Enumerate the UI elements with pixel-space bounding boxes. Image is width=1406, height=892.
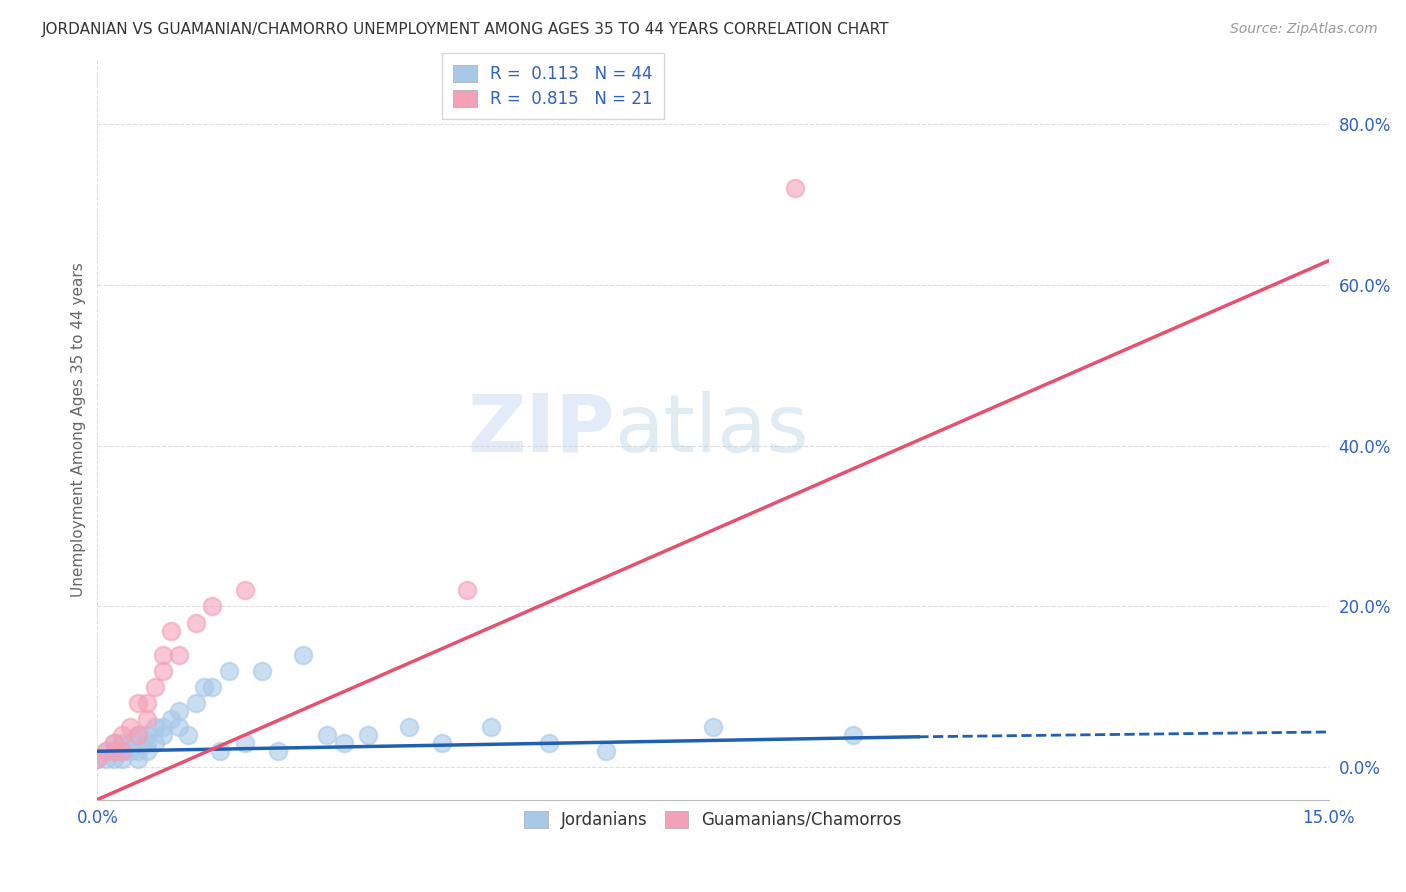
Point (595, 744, 617, 758)
Point (120, 720, 142, 734)
Point (201, 680, 224, 694)
Point (120, 744, 142, 758)
Point (94, 744, 117, 758)
Point (152, 728, 174, 742)
Point (184, 696, 207, 710)
Point (218, 664, 240, 678)
Point (127, 728, 149, 742)
Point (201, 599, 224, 614)
Point (332, 736, 354, 750)
Point (135, 696, 157, 710)
Point (430, 736, 453, 750)
Point (143, 720, 166, 734)
Point (120, 736, 142, 750)
Point (111, 728, 134, 742)
Point (152, 720, 174, 734)
Point (209, 744, 232, 758)
Point (702, 720, 724, 734)
Point (291, 648, 314, 662)
Point (357, 728, 380, 742)
Point (135, 728, 157, 742)
Point (127, 696, 149, 710)
Point (135, 744, 157, 758)
Point (160, 624, 183, 638)
Point (233, 583, 256, 598)
Point (127, 752, 149, 766)
Text: Source: ZipAtlas.com: Source: ZipAtlas.com (1230, 22, 1378, 37)
Text: JORDANIAN VS GUAMANIAN/CHAMORRO UNEMPLOYMENT AMONG AGES 35 TO 44 YEARS CORRELATI: JORDANIAN VS GUAMANIAN/CHAMORRO UNEMPLOY… (42, 22, 890, 37)
Point (111, 736, 134, 750)
Point (152, 648, 174, 662)
Point (135, 712, 157, 726)
Legend: Jordanians, Guamanians/Chamorros: Jordanians, Guamanians/Chamorros (517, 804, 908, 836)
Point (841, 728, 863, 742)
Point (127, 728, 149, 742)
Point (176, 728, 198, 742)
Point (316, 728, 339, 742)
Point (143, 736, 166, 750)
Point (103, 744, 125, 758)
Text: atlas: atlas (614, 391, 808, 468)
Point (193, 680, 215, 694)
Point (103, 752, 125, 766)
Point (86, 752, 108, 766)
Point (94, 744, 117, 758)
Y-axis label: Unemployment Among Ages 35 to 44 years: Unemployment Among Ages 35 to 44 years (72, 262, 86, 597)
Point (111, 744, 134, 758)
Point (103, 736, 125, 750)
Point (233, 736, 256, 750)
Text: ZIP: ZIP (467, 391, 614, 468)
Point (267, 744, 290, 758)
Point (152, 664, 174, 678)
Point (160, 712, 183, 726)
Point (184, 615, 207, 630)
Point (169, 648, 191, 662)
Point (398, 720, 420, 734)
Point (103, 736, 125, 750)
Point (94, 752, 117, 766)
Point (111, 752, 134, 766)
Point (143, 680, 166, 694)
Point (135, 736, 157, 750)
Point (456, 583, 478, 598)
Point (785, 181, 807, 195)
Point (169, 720, 191, 734)
Point (169, 704, 191, 718)
Point (127, 744, 149, 758)
Point (537, 736, 560, 750)
Point (111, 744, 134, 758)
Point (481, 720, 503, 734)
Point (250, 664, 273, 678)
Point (103, 744, 125, 758)
Point (86, 752, 108, 766)
